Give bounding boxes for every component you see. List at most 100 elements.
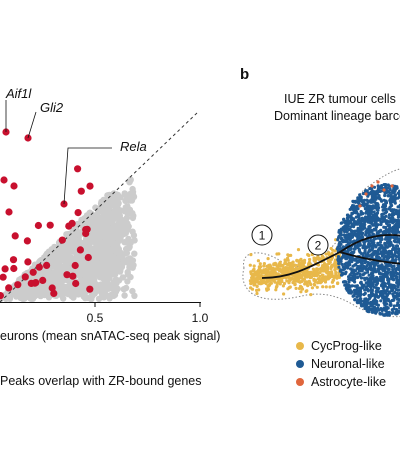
- neuronal-cell: [395, 223, 399, 227]
- highlighted-point: [23, 237, 31, 245]
- background-point: [124, 220, 131, 227]
- neuronal-cells: [335, 183, 400, 317]
- neuronal-cell: [369, 187, 373, 191]
- background-point: [46, 278, 53, 285]
- cycprog-cell: [274, 288, 278, 292]
- neuronal-cell: [385, 311, 390, 315]
- cycprog-cell: [328, 275, 332, 280]
- neuronal-cell: [397, 265, 400, 269]
- background-point: [96, 270, 104, 277]
- cycprog-cell: [321, 285, 325, 289]
- cycprog-cell: [320, 254, 324, 258]
- cycprog-cell: [274, 271, 278, 275]
- neuronal-cell: [345, 234, 349, 238]
- background-point: [17, 294, 24, 302]
- cycprog-cell: [308, 276, 312, 280]
- cycprog-cell: [267, 265, 271, 269]
- neuronal-cell: [364, 202, 368, 207]
- highlighted-point: [74, 209, 82, 217]
- cycprog-cell: [285, 266, 289, 270]
- cycprog-cell: [281, 276, 285, 280]
- neuronal-cell: [388, 226, 392, 230]
- neuronal-cell: [358, 274, 362, 278]
- background-point: [40, 287, 48, 294]
- neuronal-cell: [335, 247, 340, 251]
- background-point: [84, 245, 92, 253]
- cycprog-cell: [265, 269, 269, 273]
- cycprog-cell: [271, 273, 275, 277]
- neuronal-cell: [372, 218, 376, 222]
- neuronal-cell: [338, 229, 342, 233]
- neuronal-cell: [394, 287, 398, 292]
- panel-a-scatter: Aif1l Gli2 Rela 0.5 1.0 eurons (mean snA…: [0, 86, 220, 388]
- cycprog-cell: [253, 270, 257, 274]
- neuronal-cell: [374, 245, 378, 249]
- neuronal-cell: [371, 300, 375, 304]
- highlighted-point: [84, 253, 92, 262]
- neuronal-cell: [356, 264, 360, 269]
- neuronal-cell: [376, 248, 380, 252]
- background-point: [124, 271, 132, 278]
- background-point: [65, 230, 72, 238]
- neuronal-cell: [373, 263, 377, 267]
- neuronal-cell: [384, 298, 388, 302]
- highlighted-point: [50, 289, 58, 297]
- highlighted-point: [11, 232, 19, 240]
- neuronal-cell: [341, 268, 345, 272]
- neuronal-cell: [369, 221, 373, 225]
- lineage-legend: CycProg-like Neuronal-like Astrocyte-lik…: [296, 339, 386, 389]
- neuronal-cell: [350, 284, 355, 288]
- neuronal-cell: [353, 284, 357, 288]
- neuronal-cell: [348, 284, 352, 289]
- highlighted-point: [1, 265, 9, 273]
- cycprog-cell: [312, 282, 316, 286]
- neuronal-cell: [353, 298, 357, 302]
- neuronal-cell: [391, 277, 395, 281]
- highlighted-point: [86, 285, 94, 293]
- neuronal-cell: [368, 192, 372, 196]
- neuronal-cell: [343, 280, 347, 284]
- background-point: [47, 248, 54, 255]
- neuronal-cell: [379, 238, 383, 242]
- neuronal-cell: [394, 258, 398, 262]
- cycprog-cell: [299, 290, 303, 294]
- neuronal-cell: [348, 207, 352, 211]
- astrocyte-cell: [358, 204, 362, 208]
- background-point: [93, 248, 100, 255]
- cycprog-cell: [333, 265, 337, 269]
- neuronal-cell: [354, 229, 358, 233]
- cycprog-cell: [286, 270, 290, 274]
- cycprog-cell: [249, 270, 253, 274]
- neuronal-cell: [378, 229, 382, 233]
- background-point: [117, 234, 124, 241]
- cycprog-cell: [250, 287, 255, 291]
- cycprog-cell: [275, 284, 279, 288]
- neuronal-cell: [365, 276, 369, 280]
- neuronal-cell: [354, 200, 358, 204]
- background-point: [119, 274, 127, 281]
- neuronal-cell: [367, 297, 371, 301]
- neuronal-cell: [379, 299, 383, 303]
- neuronal-cell: [397, 298, 400, 302]
- neuronal-cell: [359, 229, 363, 233]
- neuronal-cell: [377, 217, 381, 221]
- background-point: [82, 237, 90, 244]
- neuronal-cell: [384, 290, 388, 294]
- cycprog-cell: [315, 285, 319, 289]
- neuronal-cell: [371, 190, 375, 194]
- neuronal-cell: [358, 193, 362, 197]
- neuronal-cell: [369, 275, 373, 280]
- neuronal-cell: [367, 273, 371, 277]
- astrocyte-cell: [376, 180, 380, 184]
- cycprog-cell: [249, 280, 253, 284]
- neuronal-cell: [392, 186, 396, 190]
- neuronal-cell: [393, 267, 397, 271]
- cycprog-cell: [297, 286, 302, 291]
- neuronal-cell: [372, 307, 376, 311]
- neuronal-cell: [372, 293, 376, 297]
- background-point: [117, 267, 124, 274]
- neuronal-cell: [392, 235, 396, 240]
- cycprog-cell: [290, 267, 294, 271]
- cycprog-cell: [286, 256, 290, 260]
